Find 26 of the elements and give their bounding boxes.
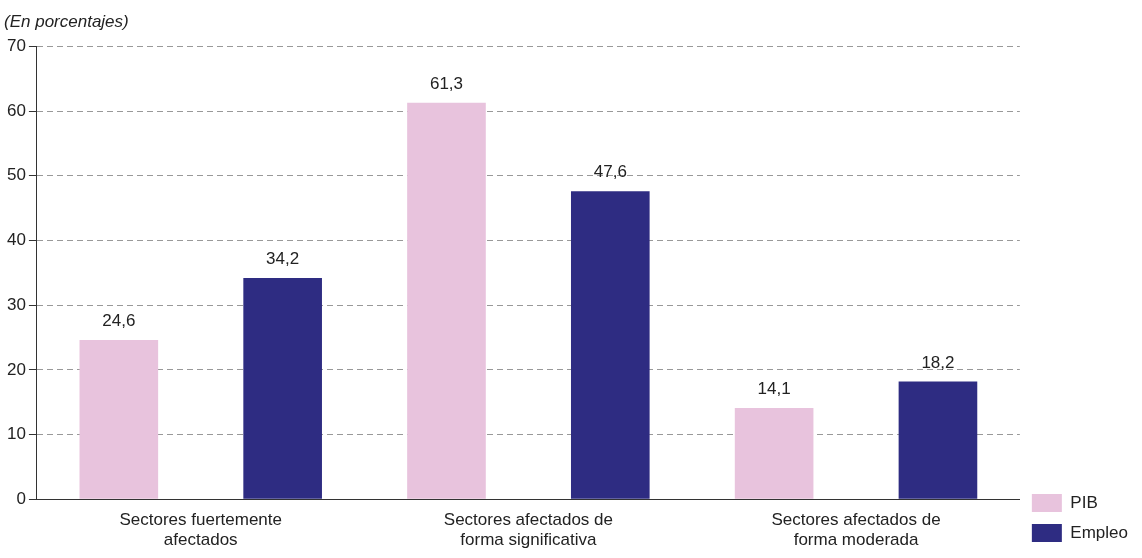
bar — [243, 277, 322, 499]
legend-label: PIB — [1070, 492, 1098, 512]
bar — [734, 407, 814, 499]
y-tick-label: 20 — [6, 359, 26, 379]
chart-subtitle: (En porcentajes) — [4, 11, 129, 31]
data-label: 61,3 — [429, 73, 464, 93]
y-tick-label: 40 — [6, 230, 26, 250]
bar — [898, 381, 978, 499]
bar — [407, 102, 486, 499]
bar — [79, 340, 159, 499]
bar — [570, 191, 650, 499]
y-tick-label: 0 — [16, 488, 26, 508]
x-tick-label: Sectores afectados de forma significativa — [443, 510, 613, 550]
y-tick-label: 50 — [6, 165, 26, 185]
y-tick-label: 70 — [6, 36, 26, 56]
data-label: 18,2 — [921, 352, 955, 372]
y-tick-label: 60 — [6, 100, 26, 120]
x-tick-label: Sectores fuertemente afectados — [119, 510, 282, 550]
data-label: 24,6 — [102, 311, 136, 331]
y-tick-label: 30 — [6, 294, 26, 314]
legend-label: Empleo — [1070, 522, 1128, 542]
data-label: 34,2 — [266, 249, 300, 269]
y-tick-label: 10 — [6, 424, 26, 444]
data-label: 47,6 — [593, 162, 627, 182]
x-tick-label: Sectores afectados de forma moderada — [771, 510, 941, 550]
data-label: 14,1 — [757, 379, 791, 399]
